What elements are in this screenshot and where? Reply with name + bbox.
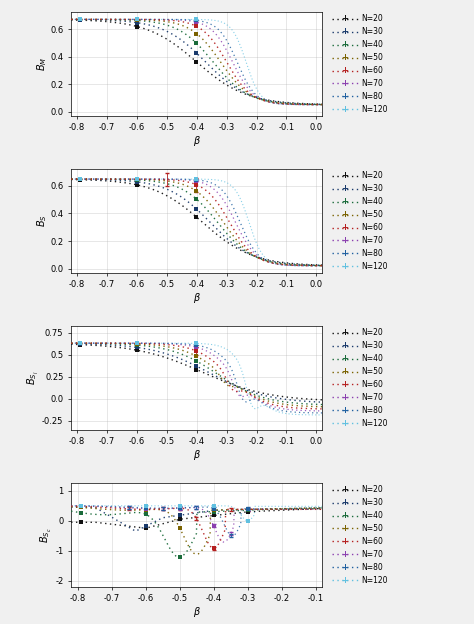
Text: N=60: N=60 [361,66,383,75]
Text: N=120: N=120 [361,575,388,585]
Text: +: + [342,367,348,376]
Text: N=60: N=60 [361,223,383,232]
Text: N=70: N=70 [361,393,383,402]
Text: N=40: N=40 [361,197,383,206]
Y-axis label: $B_{S_c}$: $B_{S_c}$ [39,527,54,543]
Text: +: + [342,485,348,494]
Text: N=30: N=30 [361,498,383,507]
Text: +: + [342,14,348,24]
Text: N=120: N=120 [361,419,388,427]
Text: +: + [342,27,348,36]
Text: +: + [342,354,348,363]
Text: +: + [342,511,348,520]
Text: +: + [342,341,348,350]
X-axis label: $\beta$: $\beta$ [193,291,201,305]
Text: +: + [342,563,348,572]
Text: N=70: N=70 [361,550,383,559]
X-axis label: $\beta$: $\beta$ [193,605,201,618]
Text: N=20: N=20 [361,172,383,180]
Text: +: + [342,393,348,402]
Text: N=30: N=30 [361,27,383,36]
Text: N=20: N=20 [361,14,383,24]
Text: +: + [342,419,348,427]
Text: +: + [342,575,348,585]
Text: (b) $B_S$: (b) $B_S$ [0,214,1,228]
Text: N=40: N=40 [361,511,383,520]
Text: +: + [342,210,348,219]
Text: N=70: N=70 [361,236,383,245]
Text: +: + [342,498,348,507]
Text: N=60: N=60 [361,380,383,389]
Text: N=120: N=120 [361,261,388,271]
Text: +: + [342,223,348,232]
Text: N=40: N=40 [361,354,383,363]
Y-axis label: $B_M$: $B_M$ [35,57,49,71]
Text: N=80: N=80 [361,92,383,101]
Text: N=20: N=20 [361,485,383,494]
Text: +: + [342,53,348,62]
Text: +: + [342,40,348,49]
Text: N=60: N=60 [361,537,383,546]
Text: +: + [342,172,348,180]
Text: (d) $B_{S_c}$: (d) $B_{S_c}$ [0,527,1,542]
Text: N=50: N=50 [361,53,383,62]
Text: +: + [342,380,348,389]
X-axis label: $\beta$: $\beta$ [193,134,201,148]
Y-axis label: $B_{S_l}$: $B_{S_l}$ [26,371,41,385]
Text: +: + [342,184,348,193]
Text: +: + [342,249,348,258]
Text: +: + [342,550,348,559]
Text: N=80: N=80 [361,249,383,258]
Text: N=30: N=30 [361,341,383,350]
Text: (c) $B_{S_l}$: (c) $B_{S_l}$ [0,371,1,386]
Text: +: + [342,261,348,271]
Text: +: + [342,66,348,75]
Text: +: + [342,79,348,88]
Text: N=80: N=80 [361,406,383,415]
Text: N=120: N=120 [361,105,388,114]
Text: +: + [342,328,348,338]
Text: +: + [342,537,348,546]
Text: N=40: N=40 [361,40,383,49]
Text: +: + [342,524,348,533]
Text: N=30: N=30 [361,184,383,193]
Text: +: + [342,92,348,101]
Text: N=50: N=50 [361,367,383,376]
Text: N=50: N=50 [361,210,383,219]
X-axis label: $\beta$: $\beta$ [193,447,201,462]
Text: +: + [342,105,348,114]
Text: N=80: N=80 [361,563,383,572]
Text: +: + [342,236,348,245]
Text: +: + [342,406,348,415]
Text: +: + [342,197,348,206]
Y-axis label: $B_S$: $B_S$ [35,215,49,227]
Text: (a) $B_M$: (a) $B_M$ [0,57,1,71]
Text: N=20: N=20 [361,328,383,338]
Text: N=50: N=50 [361,524,383,533]
Text: N=70: N=70 [361,79,383,88]
